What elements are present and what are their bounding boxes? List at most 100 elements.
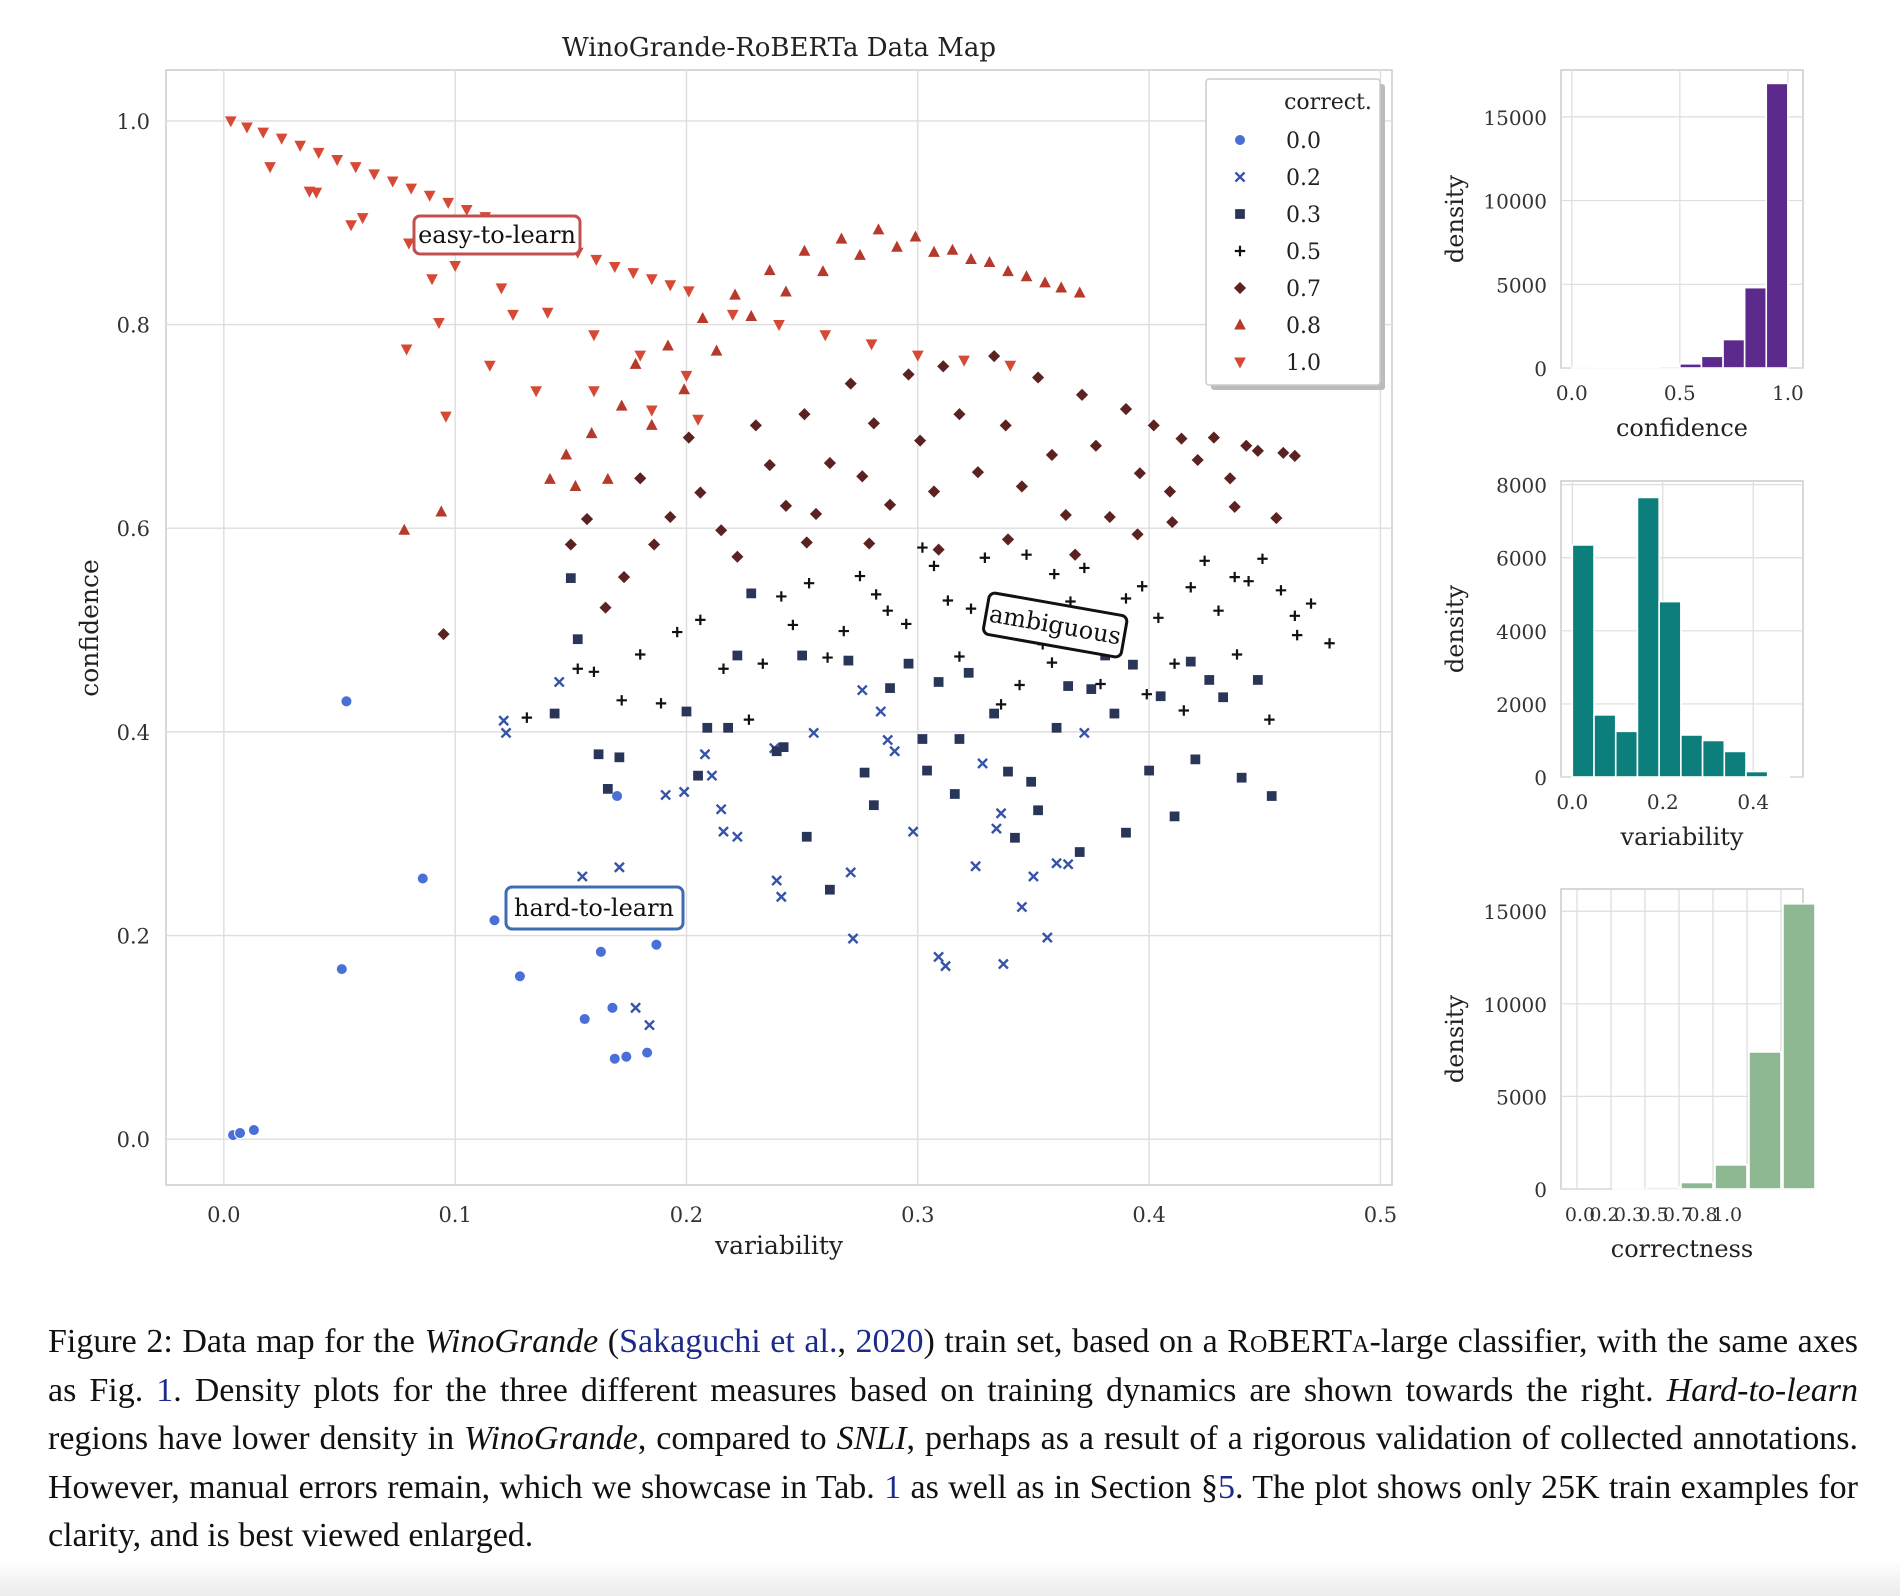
scatter-point — [563, 537, 578, 552]
hist-xtick-label: 0.0 — [1556, 381, 1588, 405]
caption-roberta: RoBERTa — [1227, 1323, 1370, 1360]
hist-xtick-label: 0.5 — [1664, 381, 1696, 405]
scatter-point — [1289, 610, 1301, 621]
scatter-point — [549, 708, 560, 719]
scatter-point — [907, 826, 919, 838]
caption-text-4: regions have lower density in — [48, 1420, 465, 1457]
scatter-point — [405, 183, 418, 195]
scatter-point — [965, 252, 977, 264]
scatter-point — [530, 386, 542, 398]
scatter-point — [335, 963, 348, 976]
hist-ytick-label: 8000 — [1496, 474, 1547, 498]
hist-ytick-label: 0 — [1534, 357, 1547, 381]
scatter-point — [931, 542, 946, 557]
section-ref-link[interactable]: 5 — [1218, 1468, 1236, 1506]
scatter-point — [585, 427, 598, 439]
scatter-point — [1204, 675, 1215, 685]
label-ambiguous-box — [982, 591, 1129, 659]
table-ref-link[interactable]: 1 — [884, 1468, 902, 1506]
hist-bar — [1635, 366, 1660, 369]
scatter-point — [647, 537, 662, 552]
scatter-point — [875, 706, 887, 717]
scatter-point — [435, 505, 448, 517]
scatter-point — [1074, 847, 1085, 857]
scatter-point — [294, 140, 307, 152]
scatter-point — [995, 699, 1007, 710]
scatter-point — [645, 274, 658, 286]
scatter-xtick-label: 0.1 — [438, 1203, 471, 1227]
scatter-point — [746, 588, 757, 599]
hist-xtick-label: 1.0 — [1772, 381, 1804, 405]
scatter-point — [1014, 679, 1025, 691]
scatter-point — [611, 789, 624, 803]
hist-ytick-label: 5000 — [1496, 1085, 1547, 1109]
hist-ytick-label: 15000 — [1483, 900, 1547, 924]
legend-marker — [1234, 318, 1246, 330]
hist-bar — [1743, 286, 1768, 369]
hist-bar — [1745, 770, 1769, 778]
scatter-point — [650, 938, 663, 951]
scatter-point — [1185, 656, 1196, 667]
scatter-point — [460, 204, 473, 217]
scatter-point — [1146, 418, 1161, 433]
scatter-ytick-label: 0.0 — [117, 1128, 150, 1152]
scatter-point — [1141, 688, 1152, 700]
scatter-point — [572, 634, 583, 645]
scatter-point — [1014, 479, 1029, 494]
scatter-point — [233, 1127, 247, 1140]
hist-bar — [1765, 82, 1789, 369]
citation-link-year[interactable]: 2020 — [855, 1323, 924, 1360]
legend-label: 0.0 — [1286, 129, 1321, 154]
hist-xlabel: variability — [1620, 823, 1744, 851]
hist-bar — [1766, 775, 1791, 778]
scatter-point — [1003, 766, 1013, 777]
scatter-point — [987, 349, 1002, 364]
scatter-point — [588, 330, 600, 342]
scatter-ytick-label: 0.8 — [117, 314, 150, 338]
scatter-point — [838, 625, 849, 637]
figure-ref-link[interactable]: 1 — [156, 1371, 174, 1409]
scatter-point — [809, 507, 823, 521]
legend-label: 0.5 — [1286, 240, 1321, 265]
hist-xtick-label: 0.0 — [1565, 1204, 1595, 1226]
hist-bar — [1658, 600, 1682, 778]
scatter-point — [693, 770, 703, 781]
scatter-point — [979, 552, 991, 563]
scatter-xtick-label: 0.4 — [1132, 1203, 1165, 1227]
citation-link-name[interactable]: Sakaguchi et al. — [619, 1323, 838, 1360]
scatter-point — [1021, 549, 1032, 560]
scatter-point — [588, 386, 600, 398]
scatter-point — [1119, 402, 1133, 417]
figure-caption: Figure 2: Data map for the WinoGrande (S… — [48, 1318, 1858, 1561]
scatter-point — [917, 542, 928, 553]
scatter-point — [693, 485, 708, 500]
scatter-point — [692, 414, 704, 426]
scatter-point — [1028, 871, 1039, 882]
scatter-point — [602, 784, 613, 794]
scatter-point — [965, 603, 977, 614]
hist-ytick-label: 10000 — [1483, 190, 1547, 214]
scatter-point — [1026, 776, 1037, 787]
scatter-point — [801, 831, 812, 842]
scatter-point — [843, 655, 854, 666]
hist-xtick-label: 0.0 — [1556, 790, 1588, 814]
scatter-point — [695, 614, 706, 626]
scatter-point — [1264, 714, 1275, 725]
scatter-point — [426, 274, 438, 286]
hist-ytick-label: 10000 — [1483, 993, 1547, 1017]
scatter-point — [970, 860, 982, 872]
scatter-point — [488, 914, 501, 927]
scatter-point — [601, 472, 614, 484]
scatter-point — [933, 677, 944, 687]
scatter-point — [1130, 527, 1145, 542]
scatter-point — [660, 789, 672, 801]
scatter-point — [224, 116, 237, 128]
scatter-point — [312, 147, 325, 159]
scatter-point — [241, 122, 253, 134]
scatter-point — [699, 748, 711, 760]
scatter-point — [560, 448, 573, 460]
scatter-point — [616, 695, 627, 706]
scatter-point — [608, 261, 621, 274]
scatter-point — [696, 311, 709, 324]
scatter-point — [1174, 431, 1189, 446]
